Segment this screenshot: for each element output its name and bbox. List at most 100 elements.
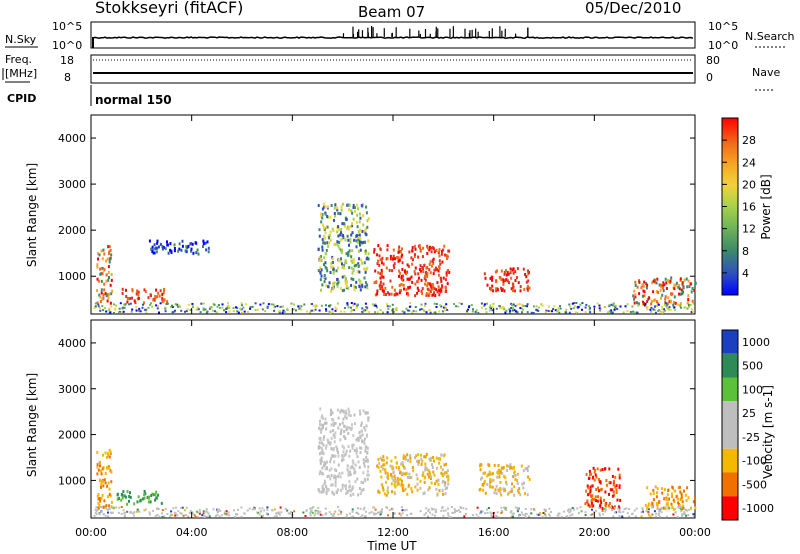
- data-pixel: [358, 257, 360, 261]
- data-pixel: [321, 238, 324, 242]
- ground-scatter-pixel: [156, 514, 159, 517]
- ground-scatter-pixel: [120, 506, 123, 508]
- data-pixel: [518, 487, 521, 491]
- data-pixel: [364, 251, 367, 255]
- ground-scatter-pixel: [401, 310, 404, 313]
- ground-scatter-pixel: [454, 511, 456, 514]
- data-pixel: [356, 477, 359, 481]
- ground-scatter-pixel: [406, 514, 409, 517]
- data-pixel: [424, 278, 427, 282]
- data-pixel: [150, 294, 152, 298]
- data-pixel: [585, 473, 588, 476]
- data-pixel: [320, 490, 323, 494]
- data-pixel: [349, 414, 352, 418]
- data-pixel: [608, 492, 610, 496]
- ground-scatter-pixel: [484, 512, 486, 515]
- ground-scatter-pixel: [438, 310, 441, 313]
- data-pixel: [377, 465, 380, 469]
- data-pixel: [131, 296, 133, 300]
- ground-scatter-pixel: [215, 311, 218, 314]
- data-pixel: [352, 258, 355, 262]
- ground-scatter-pixel: [571, 507, 574, 509]
- data-pixel: [614, 475, 617, 479]
- data-pixel: [329, 442, 332, 446]
- data-pixel: [326, 460, 328, 464]
- data-pixel: [491, 284, 494, 288]
- ground-scatter-pixel: [569, 510, 572, 513]
- ground-scatter-pixel: [149, 513, 151, 516]
- data-pixel: [393, 483, 396, 487]
- data-pixel: [402, 454, 405, 458]
- ground-scatter-pixel: [391, 508, 394, 511]
- ground-scatter-pixel: [350, 302, 353, 304]
- data-pixel: [335, 469, 338, 472]
- data-pixel: [660, 296, 662, 300]
- ground-scatter-pixel: [166, 302, 169, 305]
- data-pixel: [611, 505, 613, 509]
- data-pixel: [445, 290, 448, 293]
- ground-scatter-pixel: [381, 508, 383, 511]
- panel-frame: [90, 319, 696, 519]
- ground-scatter-pixel: [208, 306, 211, 309]
- ground-scatter-pixel: [584, 311, 587, 314]
- data-pixel: [594, 473, 597, 477]
- data-pixel: [441, 488, 444, 492]
- data-pixel: [443, 453, 446, 457]
- data-pixel: [101, 267, 104, 270]
- ground-scatter-pixel: [151, 305, 154, 308]
- ground-scatter-pixel: [624, 305, 627, 308]
- ground-scatter-pixel: [145, 311, 148, 314]
- ground-scatter-pixel: [310, 509, 313, 512]
- ground-scatter-pixel: [185, 506, 188, 509]
- ground-scatter-pixel: [100, 506, 103, 509]
- data-pixel: [683, 489, 685, 493]
- ground-scatter-pixel: [135, 306, 138, 309]
- data-pixel: [129, 491, 131, 495]
- data-pixel: [351, 211, 354, 215]
- data-pixel: [653, 299, 656, 303]
- data-pixel: [330, 265, 333, 269]
- data-pixel: [646, 486, 649, 490]
- data-pixel: [684, 493, 687, 497]
- data-pixel: [104, 472, 107, 475]
- ground-scatter-pixel: [357, 507, 359, 510]
- data-pixel: [354, 210, 356, 213]
- data-pixel: [101, 257, 104, 261]
- data-pixel: [320, 212, 322, 216]
- ground-scatter-pixel: [387, 307, 390, 310]
- data-pixel: [656, 506, 659, 510]
- ground-scatter-pixel: [95, 513, 98, 516]
- ground-scatter-pixel: [557, 514, 560, 517]
- data-pixel: [505, 273, 508, 277]
- ground-scatter-pixel: [532, 312, 535, 314]
- data-pixel: [361, 488, 363, 492]
- data-pixel: [110, 480, 113, 484]
- data-pixel: [338, 241, 341, 244]
- ground-scatter-pixel: [447, 507, 449, 510]
- ground-scatter-pixel: [591, 513, 594, 516]
- data-pixel: [590, 504, 593, 508]
- data-pixel: [411, 249, 414, 253]
- data-pixel: [414, 282, 417, 286]
- data-pixel: [418, 267, 421, 271]
- data-pixel: [483, 272, 486, 276]
- data-pixel: [650, 503, 653, 507]
- ground-scatter-pixel: [199, 311, 202, 314]
- data-pixel: [326, 225, 329, 229]
- data-pixel: [320, 430, 322, 434]
- data-pixel: [680, 493, 683, 497]
- data-pixel: [425, 452, 428, 456]
- ground-scatter-pixel: [401, 512, 404, 515]
- data-pixel: [407, 459, 410, 462]
- data-pixel: [364, 449, 367, 453]
- data-pixel: [589, 488, 592, 492]
- data-pixel: [671, 485, 674, 489]
- data-pixel: [343, 424, 346, 428]
- ground-scatter-pixel: [353, 309, 356, 312]
- ground-scatter-pixel: [544, 508, 547, 511]
- data-pixel: [687, 279, 690, 283]
- data-pixel: [360, 204, 363, 208]
- data-pixel: [343, 261, 346, 265]
- data-pixel: [349, 484, 352, 488]
- velocity-cbar-segment: [722, 425, 738, 449]
